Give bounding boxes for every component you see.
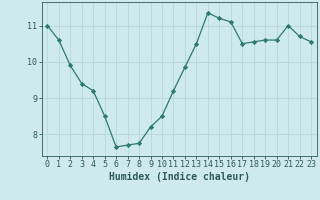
X-axis label: Humidex (Indice chaleur): Humidex (Indice chaleur) — [109, 172, 250, 182]
